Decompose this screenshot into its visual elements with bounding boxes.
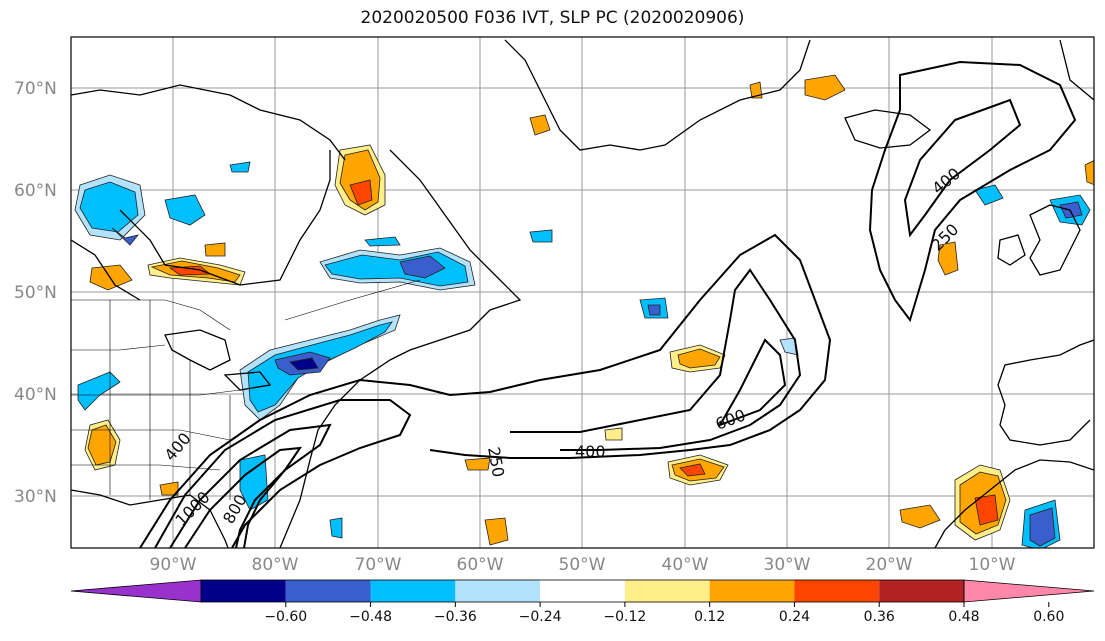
map-title: 2020020500 F036 IVT, SLP PC (2020020906) [360, 8, 745, 28]
colorbar-tick-label: 0.60 [1033, 609, 1064, 625]
map-frame [70, 36, 1095, 549]
colorbar-tick-label: −0.36 [434, 609, 477, 625]
latitude-labels: 70°N 60°N 50°N 40°N 30°N [14, 79, 57, 507]
colorbar-tick-label: −0.60 [264, 609, 307, 625]
lon-label: 60°W [457, 555, 504, 575]
colorbar-tick-label: −0.24 [519, 609, 562, 625]
lon-label: 20°W [866, 555, 913, 575]
colorbar-tick-label: −0.12 [603, 609, 646, 625]
colorbar-extend-high [963, 579, 1095, 603]
colorbar: −0.60 −0.48 −0.36 −0.24 −0.12 0.12 0.24 0.36 0.4… [70, 579, 1095, 625]
colorbar-bin [794, 580, 880, 602]
colorbar-bin [540, 580, 625, 602]
longitude-labels: 90°W 80°W 70°W 60°W 50°W 40°W 30°W 20°W … [150, 555, 1016, 575]
colorbar-bin [709, 580, 795, 602]
lat-label: 40°N [14, 385, 57, 405]
lon-label: 30°W [764, 555, 811, 575]
slp-contours [139, 60, 1077, 548]
colorbar-bin [624, 580, 710, 602]
colorbar-tick-label: 0.24 [779, 609, 810, 625]
colorbar-tick-label: 0.12 [694, 609, 725, 625]
coastlines [71, 39, 1094, 548]
lon-label: 80°W [252, 555, 299, 575]
lon-label: 40°W [662, 555, 709, 575]
colorbar-bin [879, 580, 964, 602]
lon-label: 90°W [150, 555, 197, 575]
lat-label: 60°N [14, 181, 57, 201]
lat-label: 30°N [14, 487, 57, 507]
ivt-shading [74, 74, 1094, 548]
colorbar-bin [370, 580, 456, 602]
lat-label: 70°N [14, 79, 57, 99]
lon-label: 10°W [969, 555, 1016, 575]
contour-label: 400 [575, 442, 606, 461]
lat-label: 50°N [14, 283, 57, 303]
political-borders [71, 279, 421, 500]
lon-label: 70°W [355, 555, 402, 575]
colorbar-tick-label: 0.48 [948, 609, 979, 625]
lon-label: 50°W [559, 555, 606, 575]
colorbar-frame [200, 579, 965, 603]
colorbar-bin [285, 580, 371, 602]
colorbar-tick-label: −0.48 [349, 609, 392, 625]
colorbar-bin [455, 580, 541, 602]
colorbar-bin [201, 580, 286, 602]
colorbar-extend-low [70, 579, 202, 603]
colorbar-tick-label: 0.36 [864, 609, 895, 625]
